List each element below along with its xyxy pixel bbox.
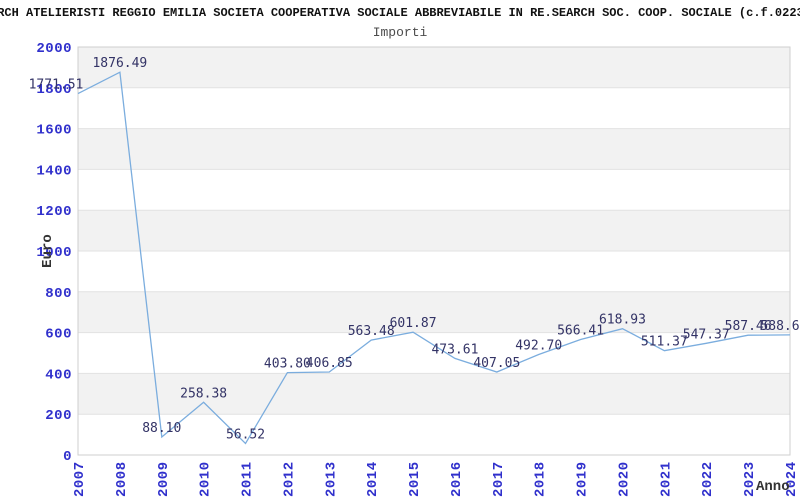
x-axis-tick-label: 2023 (742, 461, 758, 497)
plot-band (78, 47, 790, 88)
x-axis-tick-label: 2010 (198, 461, 214, 497)
y-axis-tick-label: 200 (45, 408, 72, 424)
x-axis-tick-label: 2019 (575, 461, 591, 497)
x-axis-tick-label: 2015 (407, 461, 423, 497)
x-axis-tick-label: 2007 (72, 461, 88, 497)
data-point-label: 601.87 (390, 316, 437, 331)
chart-title: ARCH ATELIERISTI REGGIO EMILIA SOCIETA C… (0, 6, 800, 20)
x-axis-tick-label: 2014 (365, 461, 381, 497)
data-point-label: 547.37 (683, 327, 730, 342)
series-line (77, 71, 791, 445)
y-axis-tick-label: 1800 (36, 82, 72, 98)
y-axis-tick-label: 1600 (36, 123, 72, 139)
y-axis-tick-label: 1400 (36, 163, 72, 179)
x-axis-tick-label: 2012 (281, 461, 297, 497)
x-axis-title: Anno (756, 479, 790, 495)
x-axis-tick-label: 2013 (323, 461, 339, 497)
x-axis-tick-label: 2009 (156, 461, 172, 497)
x-axis-tick-label: 2021 (658, 461, 674, 497)
plot-band (78, 128, 790, 170)
x-axis-tick-label: 2024 (784, 461, 800, 497)
y-axis-tick-label: 1000 (36, 245, 72, 261)
data-point-label: 588.6 (760, 319, 799, 334)
data-point-label: 492.70 (515, 338, 562, 353)
data-point-label: 566.41 (557, 323, 604, 338)
data-point-label: 88.10 (142, 421, 181, 436)
data-point-label: 406.85 (306, 356, 353, 371)
x-axis-tick-label: 2022 (700, 461, 716, 497)
data-point-label: 1771.51 (29, 78, 84, 93)
data-point-label: 587.46 (725, 319, 772, 334)
y-axis-tick-label: 2000 (36, 41, 72, 57)
plot-band (78, 291, 790, 333)
x-axis-tick-label: 2011 (240, 461, 256, 497)
x-axis-tick-label: 2018 (533, 461, 549, 497)
chart-subtitle: Importi (372, 25, 428, 40)
x-axis-tick-label: 2016 (449, 461, 465, 497)
x-axis-tick-label: 2020 (616, 461, 632, 497)
data-point-label: 407.05 (473, 356, 520, 371)
plot-band (78, 210, 790, 251)
data-point-label: 563.48 (348, 324, 395, 339)
y-axis-tick-label: 400 (45, 367, 72, 383)
y-axis-tick-label: 800 (45, 286, 72, 302)
y-axis-tick-label: 0 (63, 449, 72, 465)
y-axis-tick-label: 600 (45, 327, 72, 343)
x-axis-tick-label: 2017 (491, 461, 507, 497)
data-point-label: 403.80 (264, 357, 311, 372)
y-axis-title: Euro (40, 234, 56, 268)
data-point-label: 511.37 (641, 335, 688, 350)
x-axis-tick-label: 2008 (114, 461, 130, 497)
data-point-label: 258.38 (180, 386, 227, 401)
plot-border (77, 46, 791, 456)
data-point-label: 56.52 (226, 427, 265, 442)
data-point-label: 618.93 (599, 313, 646, 328)
y-axis-tick-label: 1200 (36, 204, 72, 220)
data-point-label: 1876.49 (92, 56, 147, 71)
data-point-label: 473.61 (431, 342, 478, 357)
